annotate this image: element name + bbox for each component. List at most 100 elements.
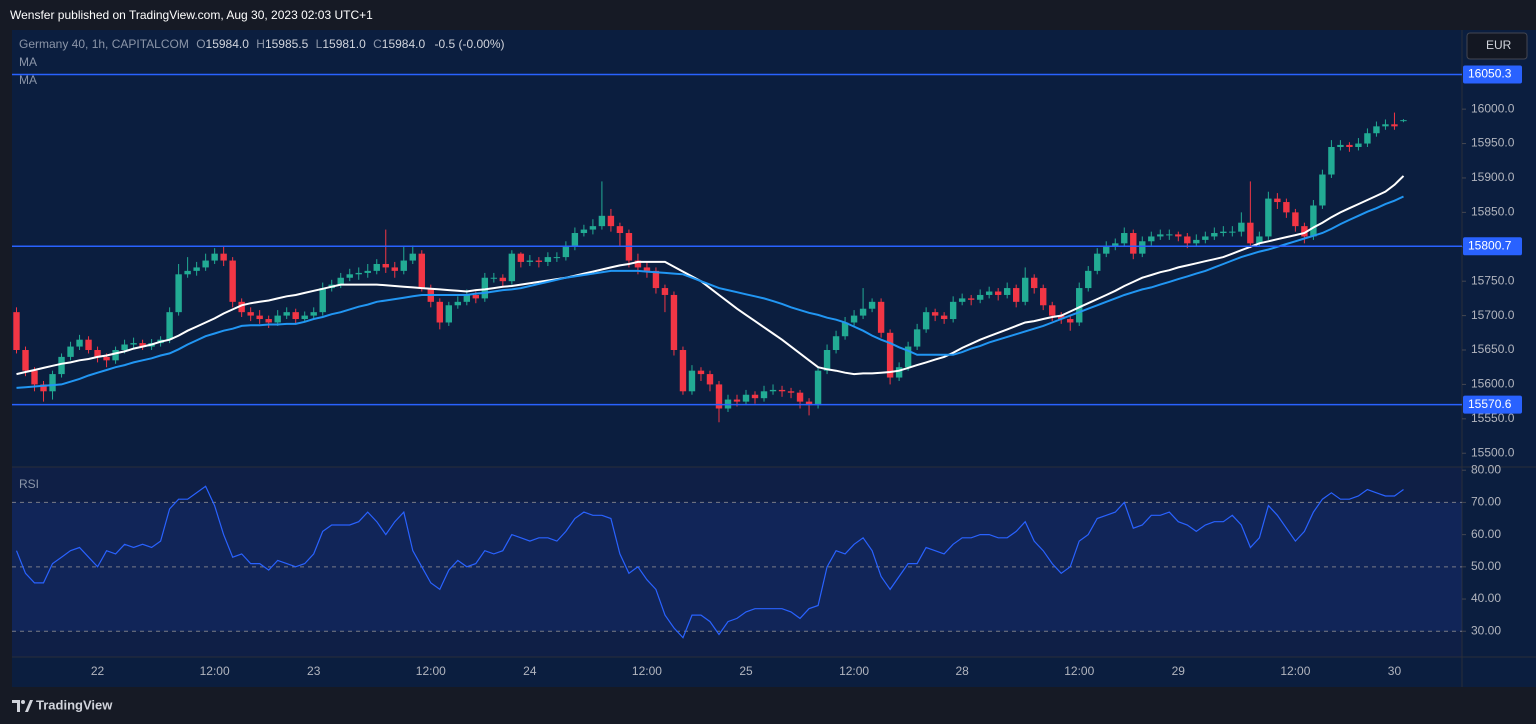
candle-body: [301, 315, 308, 320]
time-scale: [12, 657, 1536, 687]
candle-body: [481, 277, 489, 299]
x-tick-label: 22: [91, 664, 105, 678]
candle-body: [526, 260, 534, 262]
candle-body: [40, 384, 47, 392]
candle-body: [85, 339, 92, 351]
candle-body: [67, 346, 74, 357]
candle-body: [472, 294, 480, 299]
candle-body: [13, 312, 20, 351]
currency-button[interactable]: [1466, 32, 1528, 60]
candle-body: [958, 298, 966, 302]
candle-body: [571, 233, 579, 247]
candle-body: [796, 392, 804, 402]
candle-body: [1112, 243, 1119, 247]
candle-body: [886, 332, 894, 378]
candle-body: [1337, 144, 1344, 147]
candle-body: [220, 253, 227, 261]
candle-body: [436, 301, 443, 323]
candle-body: [310, 312, 317, 316]
candle-body: [490, 277, 498, 279]
candle-body: [166, 312, 173, 340]
candle-body: [1031, 277, 1038, 289]
symbol-title: Germany 40, 1h, CAPITALCOM: [19, 37, 189, 51]
candle-body: [1400, 120, 1407, 122]
candle-body: [229, 260, 236, 302]
candle-body: [1346, 144, 1353, 147]
candle-body: [589, 226, 597, 230]
candle-body: [337, 277, 344, 285]
price-pane: [12, 30, 1462, 467]
x-tick-label: 12:00: [416, 664, 446, 678]
candle-body: [445, 305, 453, 323]
candle-body: [1310, 205, 1317, 237]
candle-body: [544, 257, 552, 262]
rsi-line: [15, 485, 1404, 639]
candle-body: [76, 339, 83, 347]
ohlc-key: C: [373, 37, 382, 51]
candle-body: [616, 226, 624, 234]
candle-body: [1139, 241, 1146, 254]
candle-body: [508, 253, 516, 282]
x-tick-label: 28: [955, 664, 969, 678]
candle-body: [1103, 246, 1110, 254]
y-tick-label: 70.00: [1471, 495, 1501, 509]
candle-body: [1058, 315, 1065, 320]
candle-body: [1040, 288, 1047, 306]
x-tick-label: 30: [1388, 664, 1402, 678]
price-label-box: [1463, 65, 1522, 84]
candle-body: [1256, 236, 1263, 244]
candle-body: [256, 315, 263, 320]
candle-body: [1193, 239, 1200, 244]
candle-body: [1157, 234, 1164, 237]
price-label: 16050.3: [1468, 67, 1512, 81]
candle-body: [742, 394, 750, 402]
candle-body: [94, 350, 101, 357]
candle-body: [265, 319, 272, 323]
x-tick-label: 23: [307, 664, 321, 678]
y-tick-label: 50.00: [1471, 559, 1501, 573]
price-label-box: [1463, 395, 1522, 414]
candle-body: [1364, 133, 1371, 144]
ohlc-key: O: [196, 37, 205, 51]
x-tick-label: 25: [739, 664, 753, 678]
candle-body: [31, 370, 38, 385]
candle-body: [49, 374, 56, 392]
y-tick-label: 15950.0: [1471, 136, 1515, 150]
candle-body: [940, 315, 948, 320]
candle-body: [922, 312, 930, 330]
candle-body: [1184, 236, 1191, 244]
candle-body: [895, 367, 903, 378]
x-tick-label: 12:00: [200, 664, 230, 678]
rsi-legend: RSI: [19, 477, 39, 491]
candle-body: [877, 301, 885, 333]
footer-brand: TradingView: [36, 697, 113, 712]
candle-body: [535, 260, 543, 262]
candle-body: [985, 291, 993, 295]
candle-body: [1211, 233, 1218, 237]
candle-body: [769, 389, 777, 392]
candle-body: [391, 267, 398, 271]
candle-body: [454, 301, 462, 306]
candle-body: [274, 315, 281, 323]
change: -0.5 (-0.00%): [435, 37, 505, 51]
candle-body: [1301, 226, 1308, 237]
ohlc-value: 15984.0: [382, 37, 426, 51]
y-tick-label: 15550.0: [1471, 411, 1515, 425]
candle-body: [1319, 174, 1326, 206]
candle-body: [283, 312, 290, 316]
candle-body: [1121, 233, 1128, 244]
candle-body: [1274, 198, 1281, 203]
candle-body: [1229, 231, 1236, 233]
candle-body: [562, 246, 570, 258]
candle-body: [1021, 277, 1029, 302]
candle-body: [1130, 233, 1137, 254]
candle-body: [634, 260, 642, 268]
candle-body: [859, 308, 867, 316]
candle-body: [58, 356, 65, 375]
currency[interactable]: EUR: [1486, 38, 1512, 52]
x-tick-label: 12:00: [632, 664, 662, 678]
candle-body: [1003, 288, 1011, 295]
ohlc-value: 15984.0: [206, 37, 250, 51]
y-tick-label: 40.00: [1471, 591, 1501, 605]
